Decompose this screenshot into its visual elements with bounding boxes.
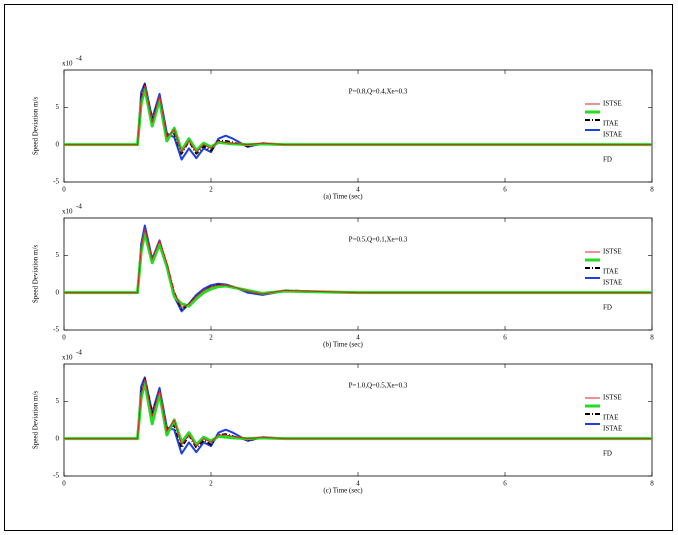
legend-label: ISTAE: [603, 425, 622, 433]
y-multiplier-exponent: -4: [76, 349, 82, 357]
x-axis-label: (b) Time (sec): [323, 341, 363, 349]
y-tick-label: 5: [56, 103, 60, 111]
y-multiplier: x10: [62, 354, 73, 362]
x-tick-label: 4: [356, 334, 360, 342]
y-multiplier-exponent: -4: [76, 55, 82, 63]
series-line: [64, 84, 652, 153]
y-axis-label: Speed Deviation m/s: [32, 245, 40, 304]
series-line: [64, 378, 652, 447]
x-tick-label: 0: [62, 186, 66, 194]
page-border: [4, 4, 673, 531]
y-tick-label: 0: [56, 140, 60, 148]
y-tick-label: 5: [56, 251, 60, 259]
y-axis-label: Speed Deviation m/s: [32, 391, 40, 450]
legend-label: FD: [603, 304, 612, 312]
x-tick-label: 0: [62, 480, 66, 488]
y-axis-label: Speed Deviation m/s: [32, 97, 40, 156]
y-multiplier-exponent: -4: [76, 203, 82, 211]
legend-label: ITAE: [603, 268, 618, 276]
annotation: P=0.8,Q=0.4,Xe=0.3: [349, 88, 408, 96]
legend-label: FD: [603, 450, 612, 458]
y-tick-label: -5: [53, 178, 59, 186]
legend-label: ISTAE: [603, 279, 622, 287]
x-tick-label: 8: [650, 186, 654, 194]
y-tick-label: -5: [53, 326, 59, 334]
x-tick-label: 8: [650, 334, 654, 342]
annotation: P=0.5,Q=0.1,Xe=0.3: [349, 236, 408, 244]
legend-label: ITAE: [603, 414, 618, 422]
legend-label: FD: [603, 156, 612, 164]
legend-label: ISTSE: [603, 100, 622, 108]
x-tick-label: 8: [650, 480, 654, 488]
legend-label: ISTAE: [603, 131, 622, 139]
y-tick-label: 0: [56, 434, 60, 442]
x-tick-label: 6: [503, 334, 507, 342]
x-axis-label: (c) Time (sec): [323, 487, 363, 495]
x-tick-label: 6: [503, 480, 507, 488]
legend-label: ISTSE: [603, 394, 622, 402]
y-tick-label: 5: [56, 397, 60, 405]
x-tick-label: 0: [62, 334, 66, 342]
x-tick-label: 2: [209, 480, 213, 488]
annotation: P=1.0,Q=0.5,Xe=0.3: [349, 382, 408, 390]
y-multiplier: x10: [62, 60, 73, 68]
x-tick-label: 2: [209, 186, 213, 194]
series-line: [64, 231, 652, 308]
series-line: [64, 228, 652, 309]
x-tick-label: 6: [503, 186, 507, 194]
x-tick-label: 4: [356, 186, 360, 194]
y-tick-label: -5: [53, 472, 59, 480]
x-tick-label: 4: [356, 480, 360, 488]
series-line: [64, 87, 652, 153]
y-multiplier: x10: [62, 208, 73, 216]
legend-label: ISTSE: [603, 248, 622, 256]
y-tick-label: 0: [56, 288, 60, 296]
legend-label: ITAE: [603, 120, 618, 128]
x-tick-label: 2: [209, 334, 213, 342]
x-axis-label: (a) Time (sec): [323, 193, 363, 201]
